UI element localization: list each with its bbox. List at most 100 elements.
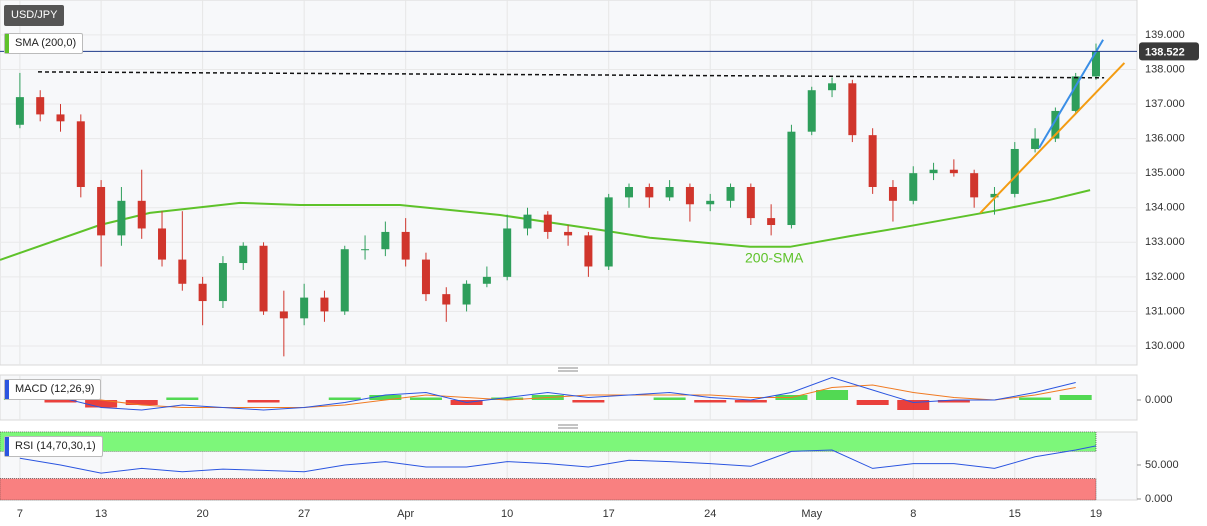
histogram-bar <box>409 397 442 400</box>
candle-body <box>726 186 735 201</box>
y-tick-label: 138.000 <box>1145 63 1185 75</box>
macd-legend[interactable]: MACD (12,26,9) <box>4 379 102 400</box>
candle-body <box>158 228 167 260</box>
candle-body <box>279 311 288 319</box>
pane-grip <box>558 367 578 372</box>
candle-body <box>340 249 349 312</box>
legend-strip <box>5 34 9 53</box>
x-tick-label: 15 <box>1009 508 1021 520</box>
candle-body <box>625 186 634 198</box>
candle-body <box>462 283 471 305</box>
candle-body <box>218 263 227 302</box>
candle-body <box>300 297 309 319</box>
sma-legend[interactable]: SMA (200,0) <box>4 33 84 54</box>
candle-body <box>421 259 430 295</box>
macd-line <box>19 376 1076 411</box>
y-tick-label: 137.000 <box>1145 98 1185 110</box>
candle-body <box>929 169 938 174</box>
x-tick-label: 7 <box>17 508 23 520</box>
last-price-tag <box>1139 42 1199 61</box>
histogram-bar <box>856 400 889 405</box>
candle-body <box>665 186 674 198</box>
y-tick-label: 136.000 <box>1145 133 1185 145</box>
symbol-label[interactable]: USD/JPY <box>4 5 65 26</box>
candle-body <box>645 186 654 198</box>
candle-body <box>442 294 451 305</box>
x-tick-label: Apr <box>397 508 414 520</box>
y-tick-label: 135.000 <box>1145 167 1185 179</box>
y-tick-label: 50.000 <box>1145 459 1179 471</box>
trend-line <box>979 62 1126 214</box>
candle-body <box>848 83 857 136</box>
candle-body <box>198 283 207 302</box>
trend-line <box>37 71 1105 79</box>
candle-body <box>685 186 694 205</box>
histogram-bar <box>572 400 605 403</box>
candle-body <box>787 131 796 226</box>
rsi-legend[interactable]: RSI (14,70,30,1) <box>4 436 103 457</box>
histogram-bar <box>85 400 118 408</box>
candle-body <box>56 114 65 122</box>
candle-body <box>564 231 573 236</box>
candle-body <box>909 173 918 201</box>
candle-body <box>320 297 329 312</box>
x-tick-label: 10 <box>501 508 513 520</box>
pane-background <box>0 0 1138 366</box>
y-tick-label: 130.000 <box>1145 340 1185 352</box>
x-tick-label: 27 <box>298 508 310 520</box>
x-tick-label: 24 <box>704 508 716 520</box>
x-tick-label: 8 <box>910 508 916 520</box>
candle-body <box>807 90 816 132</box>
x-tick-label: May <box>801 508 822 520</box>
histogram-bar <box>653 397 686 400</box>
legend-strip <box>5 380 9 399</box>
y-tick-label: 134.000 <box>1145 202 1185 214</box>
candle-body <box>76 121 85 187</box>
candle-body <box>239 245 248 264</box>
candle-body <box>401 231 410 260</box>
histogram-bar <box>491 397 524 400</box>
x-tick-label: 20 <box>197 508 209 520</box>
candle-body <box>36 97 45 115</box>
y-tick-label: 131.000 <box>1145 305 1185 317</box>
candle-body <box>503 228 512 277</box>
histogram-bar <box>734 400 767 403</box>
legend-strip <box>5 437 9 456</box>
y-tick-label: 0.000 <box>1145 394 1173 406</box>
histogram-bar <box>44 400 77 403</box>
candle-body <box>15 97 24 125</box>
histogram-bar <box>694 400 727 403</box>
candle-body <box>868 135 877 187</box>
rsi-line <box>19 445 1097 474</box>
sma-line <box>0 189 1091 261</box>
histogram-bar <box>1019 397 1052 400</box>
candle-body <box>361 249 370 251</box>
candle-body <box>949 169 958 174</box>
histogram-bar <box>816 390 849 400</box>
histogram-bar <box>1059 395 1092 400</box>
x-tick-label: 17 <box>603 508 615 520</box>
overbought-zone <box>0 431 1097 452</box>
y-tick-label: 139.000 <box>1145 29 1185 41</box>
candle-body <box>1051 110 1060 139</box>
y-tick-label: 0.000 <box>1145 493 1173 505</box>
candle-body <box>1010 148 1019 194</box>
candle-body <box>137 200 146 229</box>
histogram-bar <box>897 400 930 410</box>
candle-body <box>584 235 593 267</box>
candle-body <box>990 193 999 198</box>
pane-grip <box>558 424 578 429</box>
x-tick-label: 19 <box>1090 508 1102 520</box>
candle-body <box>97 186 106 236</box>
y-tick-label: 133.000 <box>1145 236 1185 248</box>
candle-body <box>828 83 837 91</box>
histogram-bar <box>247 400 280 403</box>
candle-body <box>1091 51 1100 77</box>
candle-body <box>1071 76 1080 111</box>
y-tick-label: 132.000 <box>1145 271 1185 283</box>
signal-line <box>19 384 1076 408</box>
histogram-bar <box>125 400 158 405</box>
candle-body <box>888 186 897 201</box>
candle-body <box>178 259 187 284</box>
